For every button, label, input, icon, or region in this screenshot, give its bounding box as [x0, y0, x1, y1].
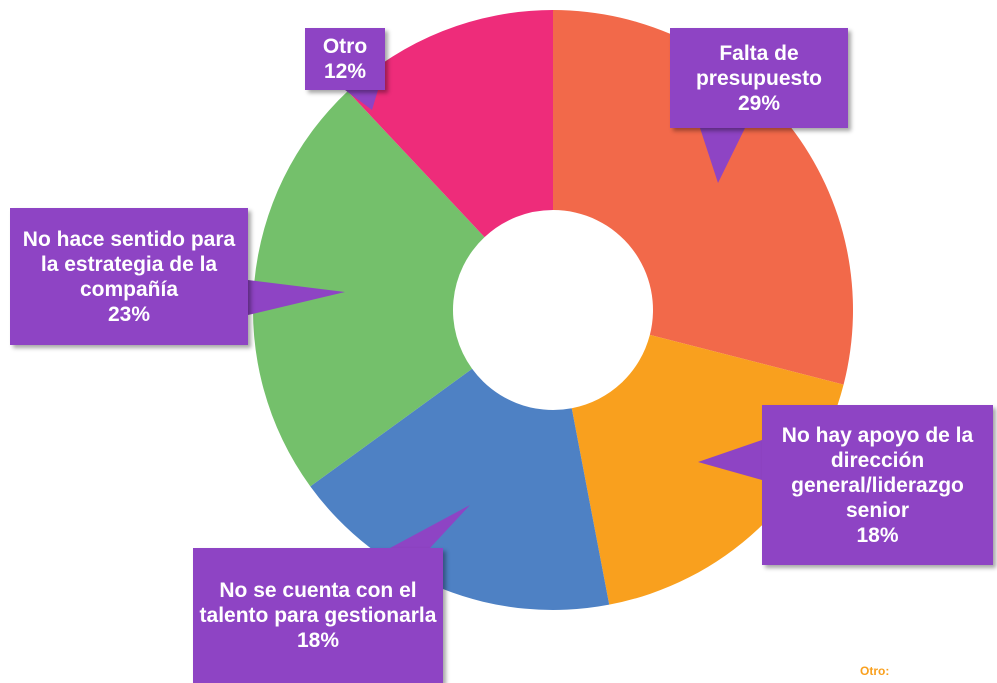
value-label: 18% [856, 523, 899, 547]
slice [571, 334, 844, 605]
callout-pointer [698, 440, 762, 480]
slice [252, 91, 485, 487]
data-label: No hace sentido para la estrategia de la… [10, 208, 248, 345]
slice [347, 9, 553, 238]
category-label: Otro [322, 35, 368, 58]
callout-pointer [700, 128, 745, 183]
category-label: Falta de presupuesto [695, 41, 823, 90]
slice [553, 10, 853, 385]
callout-pointer [390, 505, 470, 548]
value-label: 18% [296, 629, 340, 652]
data-label: No se cuenta con el talento para gestion… [193, 548, 443, 683]
data-label: Falta de presupuesto 29% [670, 28, 848, 128]
footnote: Otro: [860, 664, 890, 678]
category-label: No se cuenta con el talento para gestion… [199, 579, 437, 627]
value-label: 29% [737, 91, 781, 115]
category-label: No hay apoyo de la dirección general/lid… [781, 423, 974, 522]
callout-pointer [248, 280, 345, 315]
data-label: Otro 12% [305, 28, 385, 90]
category-label: No hace sentido para la estrategia de la… [22, 227, 236, 301]
value-label: 12% [323, 60, 367, 83]
callout-pointer [345, 90, 378, 110]
data-label: No hay apoyo de la dirección general/lid… [762, 405, 993, 565]
value-label: 23% [107, 302, 151, 326]
